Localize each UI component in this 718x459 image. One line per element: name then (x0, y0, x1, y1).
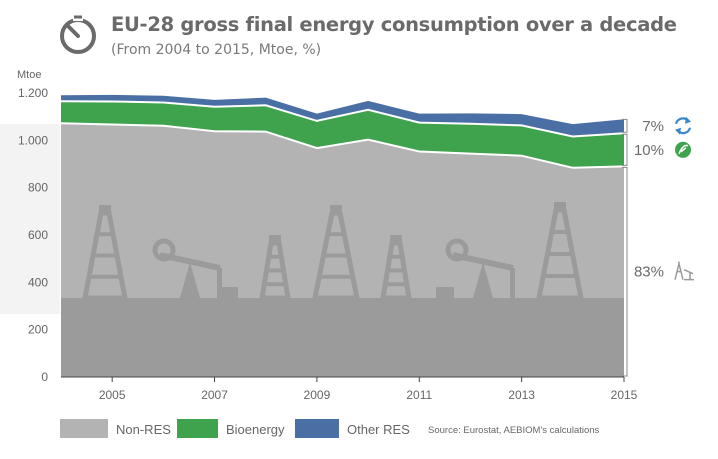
y-tick-label: 800 (28, 181, 48, 195)
background-band (0, 124, 60, 314)
y-tick-label: 600 (28, 228, 48, 242)
x-tick-label: 2011 (406, 388, 432, 402)
legend-label-bioenergy: Bioenergy (226, 422, 285, 437)
x-tick-label: 2015 (611, 388, 638, 402)
gauge-icon (60, 15, 96, 54)
y-tick-label: 1.000 (18, 133, 48, 147)
share-label: 10% (634, 142, 664, 159)
share-bracket (622, 133, 628, 166)
x-tick-label: 2007 (201, 388, 228, 402)
recycle-icon (674, 116, 692, 135)
share-label: 83% (634, 264, 664, 281)
chart-subtitle: (From 2004 to 2015, Mtoe, %) (111, 42, 321, 58)
area-separator (60, 100, 625, 138)
y-tick-label: 1.200 (18, 86, 48, 100)
y-axis-ticks: 0 200 400 600 800 1.000 1.200 (18, 86, 48, 384)
y-tick-label: 200 (28, 323, 48, 337)
oil-rig-decoration (61, 202, 624, 377)
y-axis-unit: Mtoe (17, 69, 41, 81)
source-note: Source: Eurostat, AEBIOM's calculations (428, 425, 600, 436)
legend-swatch-bioenergy (177, 419, 218, 438)
share-bracket (622, 166, 628, 377)
share-brackets: 7% 10% 83% (622, 116, 694, 377)
area-separator (60, 122, 625, 169)
legend: Non-RES Bioenergy Other RES Source: Euro… (60, 419, 600, 438)
x-tick-label: 2005 (99, 388, 126, 402)
oil-rig-icon (674, 261, 694, 281)
area-bioenergy (61, 101, 624, 168)
legend-swatch-other-res (295, 419, 339, 438)
y-tick-label: 0 (41, 370, 48, 384)
x-axis-ticks: 2005 2007 2009 2011 2013 2015 (99, 377, 638, 402)
y-tick-label: 400 (28, 275, 48, 289)
legend-swatch-non-res (60, 419, 108, 438)
legend-label-non-res: Non-RES (116, 422, 171, 437)
share-bracket (622, 118, 628, 133)
chart-title: EU-28 gross final energy consumption ove… (111, 13, 677, 36)
x-tick-label: 2013 (508, 388, 535, 402)
share-label: 7% (642, 118, 664, 135)
legend-label-other-res: Other RES (347, 422, 410, 437)
area-separator (60, 92, 625, 125)
x-tick-label: 2009 (304, 388, 331, 402)
leaf-icon (675, 141, 691, 158)
